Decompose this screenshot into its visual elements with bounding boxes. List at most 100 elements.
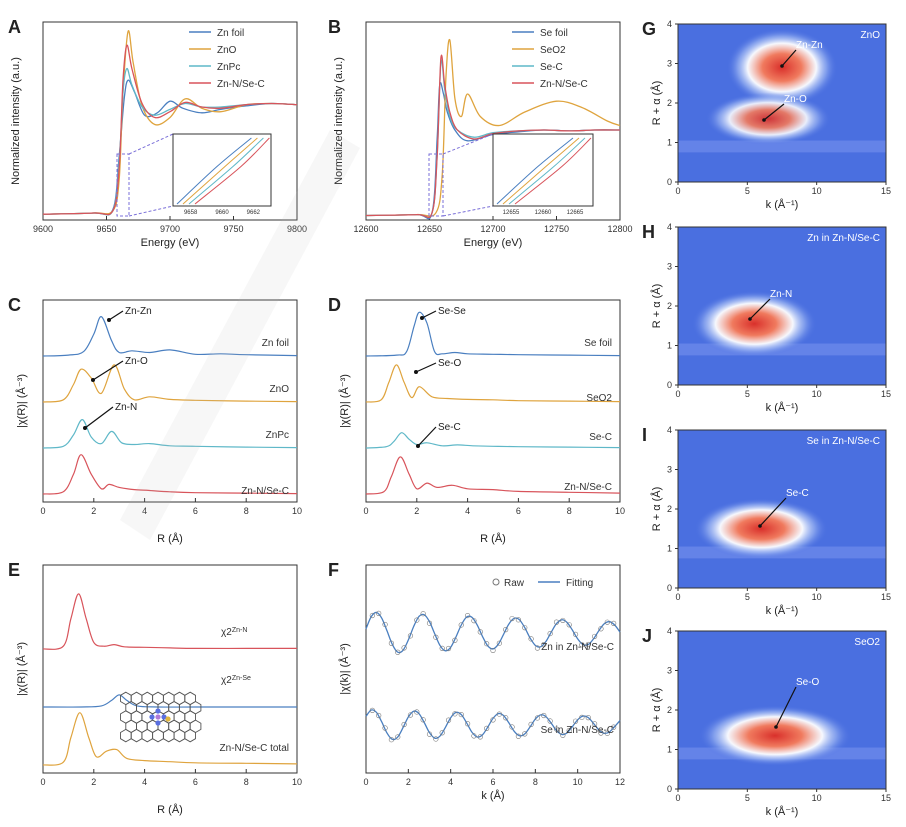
annotation-arrow [775,686,797,728]
x-tick-label: 6 [193,506,198,516]
x-tick-label: 6 [490,777,495,787]
y-axis-label: R + α (Å) [650,688,663,733]
raw-point [585,641,591,648]
legend-label: SeO2 [540,45,566,56]
plot-frame [42,564,298,774]
legend-label: Se-C [540,62,563,73]
legend-label: ZnPc [217,62,240,73]
x-tick-label: 6 [516,506,521,516]
y-axis-label: |χ(k)| (Å⁻³) [338,643,351,695]
structure-atom [161,714,167,720]
x-tick-label: 4 [142,506,147,516]
raw-point [553,619,560,625]
y-axis-label: R + α (Å) [650,81,663,126]
structure-ring [141,728,154,743]
raw-point [560,732,566,738]
raw-point [452,711,458,717]
raw-point [477,734,483,740]
zoom-connector [128,133,174,155]
raw-point [471,733,477,739]
x-tick-label: 8 [567,506,572,516]
heatmap-title: Se in Zn-N/Se-C [807,436,880,447]
panel-I: I Se in Zn-N/Se-C Se-C 0 5 10 15 0 1 2 3 4 k (Å⁻¹) R … [642,425,891,617]
raw-point [566,727,572,734]
x-tick-label: 2 [91,506,96,516]
watermark-band [120,130,360,540]
x-tick-label: 5 [745,592,750,602]
raw-point [547,718,553,724]
x-tick-label: 10 [292,506,302,516]
legend-swatch-raw [492,578,500,586]
inset-tick-label: 9660 [215,210,229,216]
series-line-2 [42,712,298,766]
panel-letter: D [328,295,341,315]
x-tick-label: 10 [812,592,822,602]
raw-point [591,721,598,727]
series-line-0 [365,311,621,357]
legend-label: Raw [504,578,525,589]
annotation-arrow [749,298,771,320]
raw-point [547,630,553,637]
annotation-arrowhead [748,317,752,321]
x-tick-label: 10 [615,506,625,516]
raw-point [503,627,509,633]
inset-line-1 [502,137,580,205]
y-tick-label: 0 [667,583,672,593]
x-tick-label: 10 [812,793,822,803]
y-axis-label: |χ(R)| (Å⁻³) [15,374,28,428]
raw-point [515,733,522,739]
structure-ring [130,728,143,743]
heatmap-title: SeO2 [854,637,880,648]
y-axis-label: |χ(R)| (Å⁻³) [15,642,28,696]
raw-point [534,715,541,721]
x-tick-label: 2 [91,777,96,787]
zoom-connector [128,205,174,217]
raw-point [458,711,464,718]
raw-point [611,620,617,626]
heatmap-spot-0 [694,498,828,560]
inset-line-2 [508,137,586,205]
y-axis-label: |χ(R)| (Å⁻³) [338,374,351,428]
curve-label: Zn-N/Se-C [564,482,612,493]
panel-letter: A [8,17,21,37]
raw-point [465,721,471,727]
annotation-label: Zn-Zn [796,40,823,51]
panel-letter: B [328,17,341,37]
x-tick-label: 0 [675,592,680,602]
curve-label: χ2Zn-N [221,627,247,639]
raw-point [407,633,414,639]
annotation-arrowhead [774,725,778,729]
raw-point [604,619,610,625]
raw-point [445,717,452,723]
x-tick-label: 5 [745,793,750,803]
x-axis-label: Energy (eV) [141,237,200,249]
panel-B: B 12600 12650 12700 12750 12800 Energy (eV) Nor… [328,17,633,249]
x-tick-label: 0 [675,186,680,196]
x-axis-label: k (Å) [481,789,504,802]
raw-point [395,734,401,740]
raw-point [439,730,445,736]
raw-point [541,641,547,648]
x-tick-label: 15 [881,389,891,399]
curve-label: χ2Zn-Se [221,675,251,687]
structure-atom [155,708,161,714]
x-tick-label: 12650 [417,224,442,234]
panel-letter: I [642,425,647,445]
panel-A: A 9600 9650 9700 9750 9800 Energy (eV) Normaliz… [8,17,307,249]
x-tick-label: 8 [244,506,249,516]
raw-point [458,622,464,628]
annotation-label: Se-O [438,358,462,369]
raw-point [496,640,502,646]
raw-point [414,709,420,715]
raw-point [484,725,490,731]
raw-point [433,634,439,640]
annotation-arrow [415,362,437,373]
raw-point [445,645,452,652]
inset-line-0 [496,137,574,205]
structure-ring [162,728,175,743]
x-tick-label: 8 [244,777,249,787]
y-tick-label: 0 [667,177,672,187]
annotation-arrow [417,426,437,447]
x-tick-label: 0 [363,506,368,516]
